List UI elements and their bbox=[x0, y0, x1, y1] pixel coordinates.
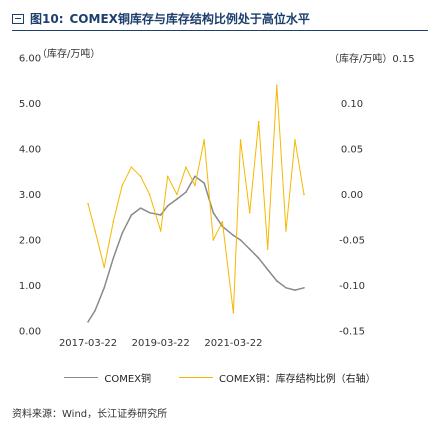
chart-legend: COMEX铜 COMEX铜：库存结构比例（右轴） bbox=[0, 368, 440, 386]
data-point-comex-copper bbox=[257, 257, 260, 260]
data-point-comex-copper bbox=[276, 280, 278, 282]
data-point-comex-copper bbox=[285, 286, 287, 289]
data-point-structure-ratio bbox=[112, 221, 115, 223]
x-tick-label: 2021-03-22 bbox=[204, 338, 262, 349]
figure-icon bbox=[12, 13, 24, 24]
data-point-structure-ratio bbox=[159, 230, 162, 232]
x-tick-label: 2017-03-22 bbox=[59, 338, 117, 349]
figure-label: 图10: bbox=[30, 12, 64, 26]
source-note: 资料来源：Wind，长江证券研究所 bbox=[12, 409, 168, 420]
data-point-comex-copper bbox=[194, 175, 196, 178]
right-tick-label: 0.05 bbox=[341, 145, 363, 156]
data-point-structure-ratio bbox=[130, 166, 133, 168]
legend-label-structure-ratio: COMEX铜：库存结构比例（右轴） bbox=[219, 373, 376, 385]
data-point-structure-ratio bbox=[276, 84, 278, 87]
data-point-comex-copper bbox=[239, 239, 242, 241]
legend-label-comex-copper: COMEX铜 bbox=[104, 373, 151, 385]
legend-item-structure-ratio: COMEX铜：库存结构比例（右轴） bbox=[179, 368, 376, 386]
data-point-structure-ratio bbox=[87, 202, 89, 205]
data-point-comex-copper bbox=[112, 257, 115, 260]
data-point-structure-ratio bbox=[266, 248, 269, 250]
data-point-comex-copper bbox=[248, 248, 251, 250]
data-point-comex-copper bbox=[103, 286, 106, 289]
left-tick-label: 2.00 bbox=[19, 236, 41, 247]
right-tick-label: -0.15 bbox=[339, 327, 365, 338]
left-tick-label: 4.00 bbox=[19, 145, 41, 156]
left-tick-label: 1.00 bbox=[19, 281, 41, 292]
data-point-comex-copper bbox=[121, 232, 124, 234]
data-point-structure-ratio bbox=[257, 120, 260, 123]
data-point-comex-copper bbox=[130, 214, 133, 216]
right-tick-label: -0.10 bbox=[339, 281, 365, 292]
data-point-structure-ratio bbox=[103, 266, 106, 269]
data-point-comex-copper bbox=[139, 207, 142, 209]
legend-swatch-structure-ratio bbox=[179, 376, 213, 378]
data-point-structure-ratio bbox=[285, 230, 287, 232]
right-tick-label: -0.05 bbox=[339, 236, 365, 247]
left-axis-unit-label: （库存/万吨） bbox=[37, 49, 101, 60]
series-line-comex-copper bbox=[87, 175, 305, 323]
data-point-structure-ratio bbox=[203, 139, 205, 141]
data-point-comex-copper bbox=[87, 321, 89, 323]
legend-swatch-comex-copper bbox=[64, 376, 99, 378]
data-point-structure-ratio bbox=[303, 193, 305, 196]
data-point-comex-copper bbox=[266, 268, 269, 271]
data-point-structure-ratio bbox=[212, 239, 215, 241]
data-point-structure-ratio bbox=[221, 221, 224, 223]
data-point-comex-copper bbox=[212, 211, 215, 214]
left-tick-label: 0.00 bbox=[19, 327, 41, 338]
data-point-structure-ratio bbox=[185, 166, 187, 168]
data-point-comex-copper bbox=[148, 211, 151, 214]
data-point-comex-copper bbox=[294, 289, 296, 291]
data-point-comex-copper bbox=[159, 214, 162, 216]
left-tick-label: 6.00 bbox=[19, 54, 41, 65]
data-point-structure-ratio bbox=[248, 211, 251, 214]
data-point-comex-copper bbox=[203, 182, 205, 184]
figure-title: COMEX铜库存与库存结构比例处于高位水平 bbox=[69, 12, 310, 26]
series-line-structure-ratio bbox=[87, 84, 305, 314]
left-tick-label: 3.00 bbox=[19, 190, 41, 201]
data-point-structure-ratio bbox=[121, 184, 124, 187]
data-point-structure-ratio bbox=[148, 193, 151, 196]
right-tick-label: 0.10 bbox=[341, 99, 363, 110]
data-point-structure-ratio bbox=[294, 139, 296, 141]
data-point-structure-ratio bbox=[239, 139, 242, 141]
data-point-comex-copper bbox=[185, 191, 187, 194]
x-tick-label: 2019-03-22 bbox=[132, 338, 190, 349]
figure-header: 图10: COMEX铜库存与库存结构比例处于高位水平 bbox=[12, 7, 428, 31]
data-point-comex-copper bbox=[166, 205, 169, 207]
data-point-comex-copper bbox=[232, 234, 235, 237]
data-point-structure-ratio bbox=[232, 312, 235, 314]
data-point-structure-ratio bbox=[94, 230, 96, 232]
data-point-structure-ratio bbox=[176, 193, 178, 196]
right-tick-label: 0.00 bbox=[341, 190, 363, 201]
data-point-comex-copper bbox=[303, 286, 305, 289]
legend-item-comex-copper: COMEX铜 bbox=[64, 368, 151, 386]
data-point-structure-ratio bbox=[139, 175, 142, 178]
left-tick-label: 5.00 bbox=[19, 99, 41, 110]
data-point-structure-ratio bbox=[194, 184, 196, 187]
data-point-structure-ratio bbox=[166, 175, 169, 178]
data-point-comex-copper bbox=[94, 309, 96, 312]
data-point-comex-copper bbox=[176, 198, 178, 200]
right-axis-unit-label: （库存/万吨）0.15 bbox=[329, 54, 415, 65]
